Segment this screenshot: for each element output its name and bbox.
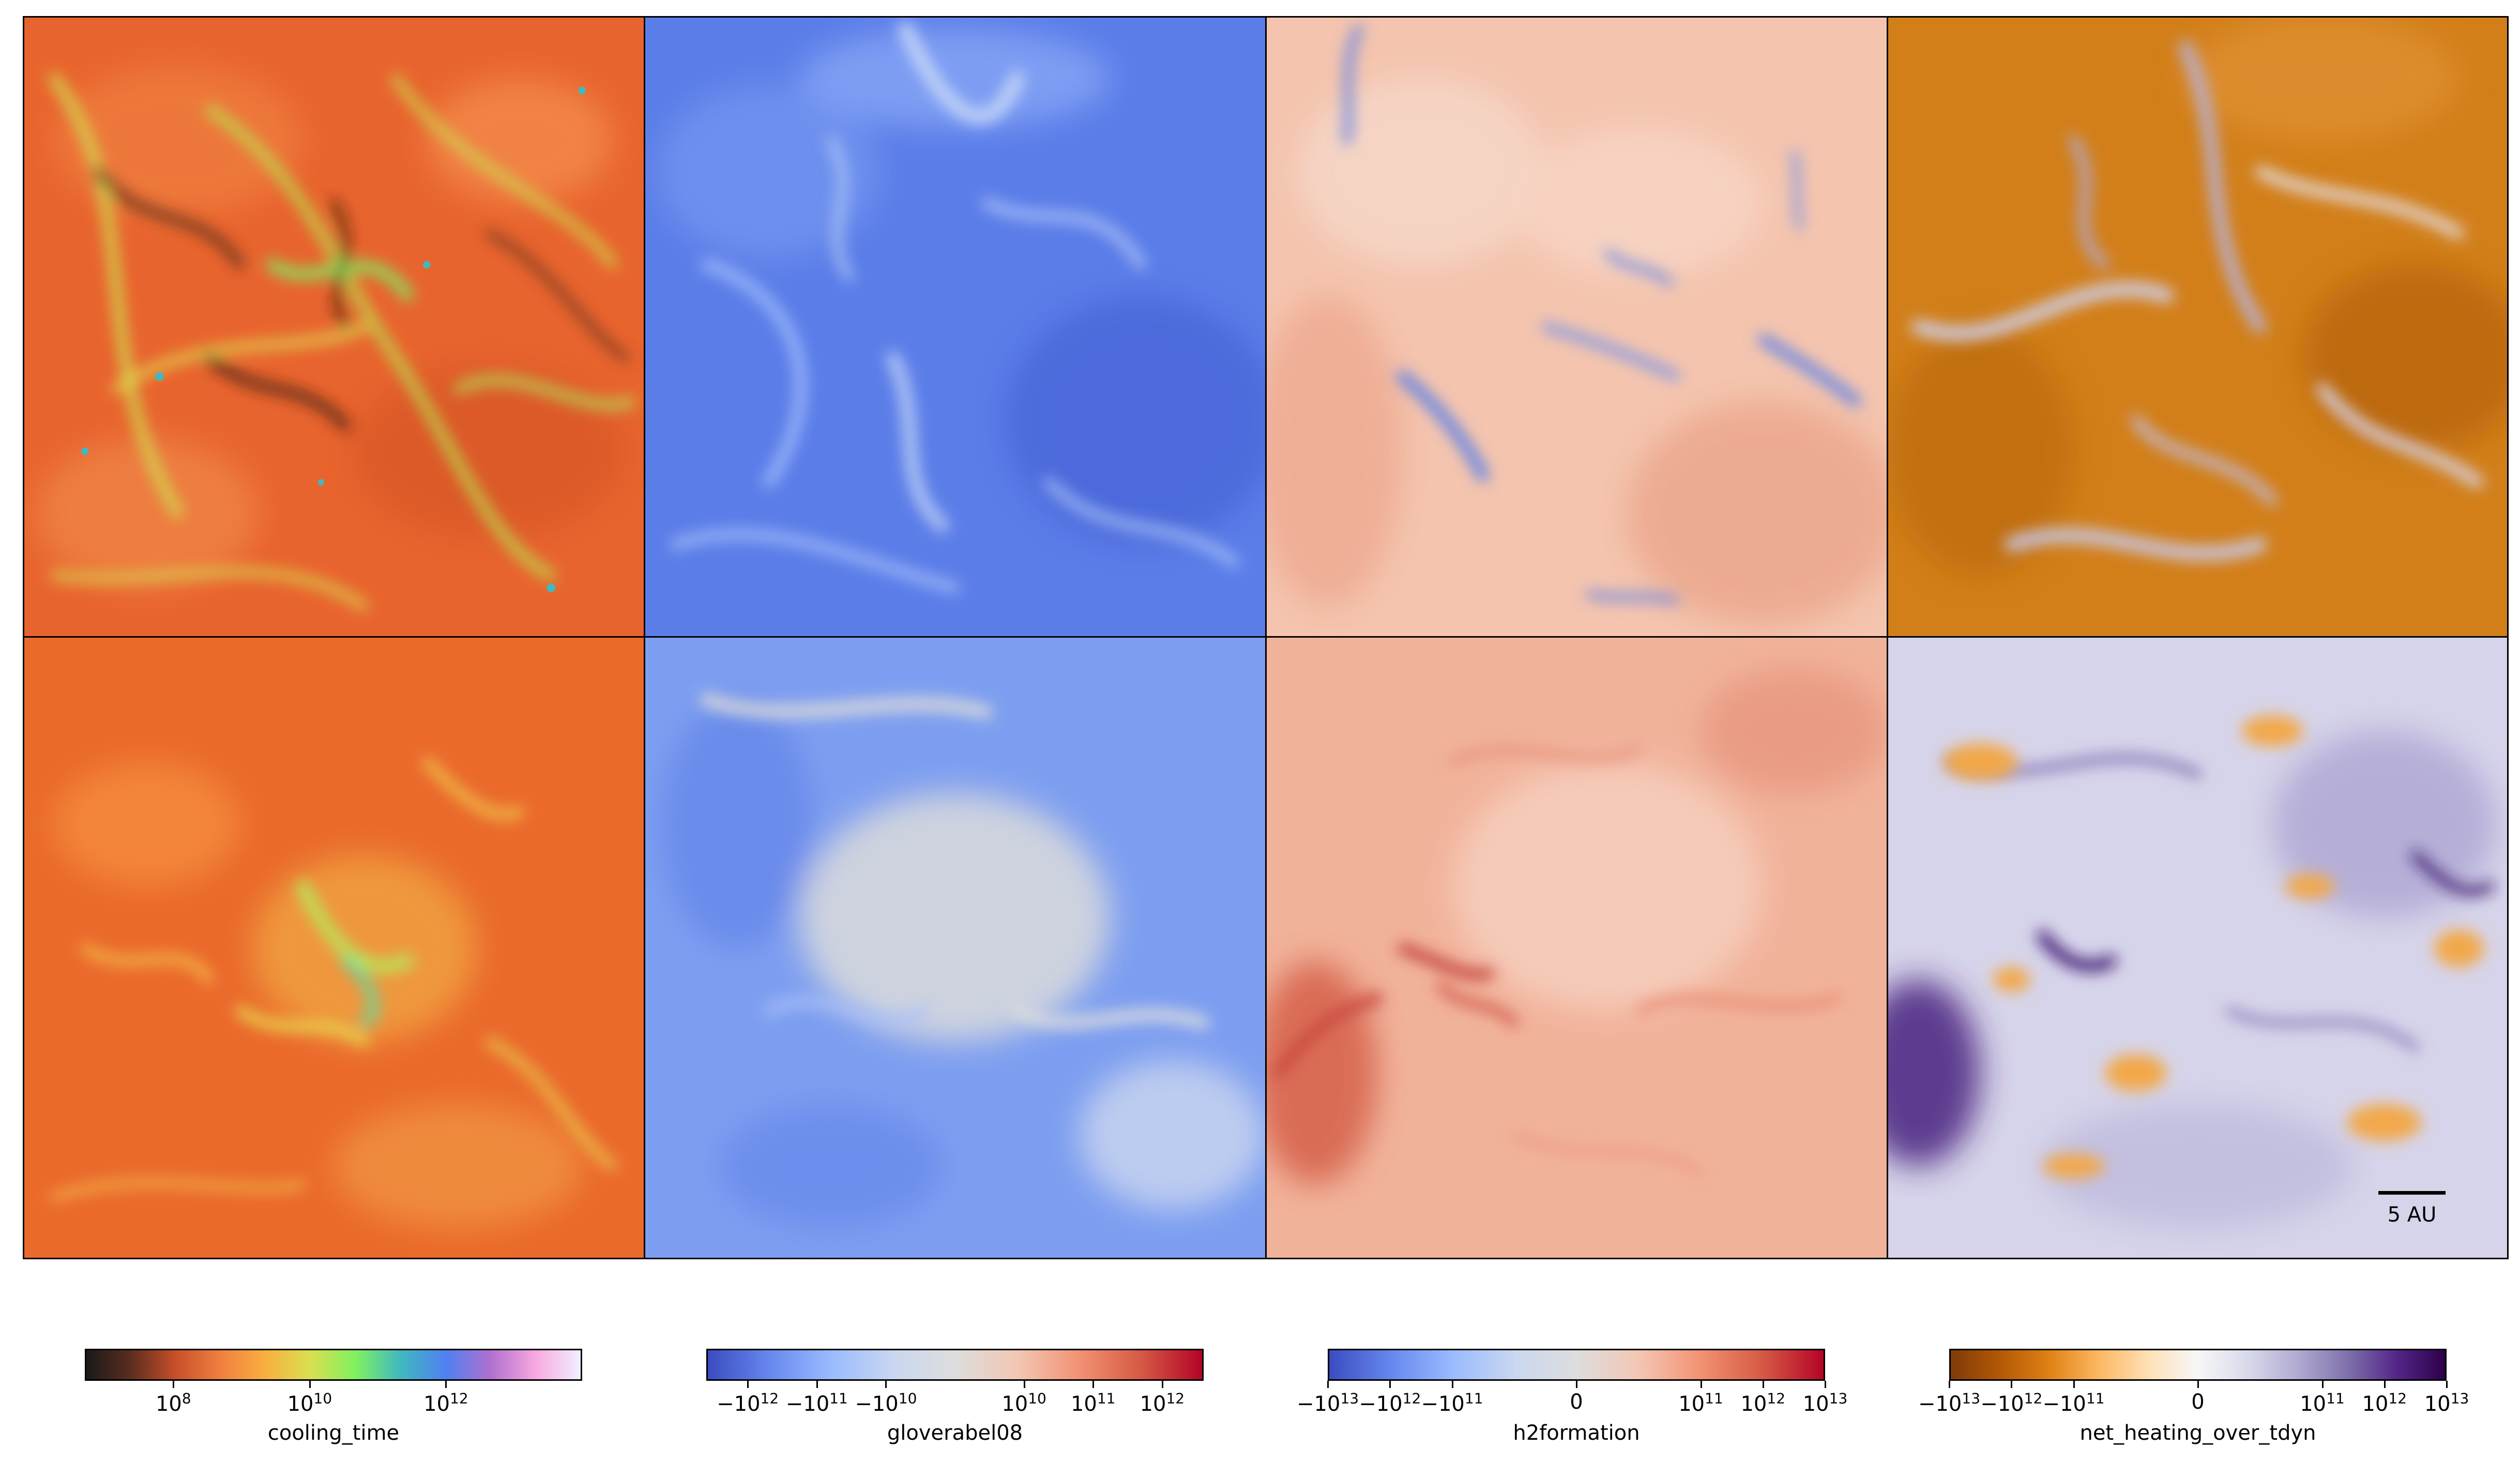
colorbar-tick: [1389, 1381, 1391, 1388]
colorbar-tick: [1092, 1381, 1095, 1388]
colorbar-tick-label: −1011: [1421, 1390, 1483, 1416]
colorbar-title: cooling_time: [267, 1421, 400, 1445]
colorbar-tick-label: 1012: [1140, 1390, 1185, 1416]
heatmap-image: [644, 16, 1266, 638]
colorbar-tick-label: 1012: [2362, 1390, 2407, 1416]
heatmap-image: [644, 638, 1266, 1259]
colorbar-tick-label: −1011: [785, 1390, 848, 1416]
colorbar-cooling-time: [85, 1349, 582, 1381]
panel-divider: [1887, 16, 1888, 1259]
colorbar-tick-label: 1010: [1001, 1390, 1046, 1416]
colorbar-tick: [2011, 1381, 2013, 1388]
scale-bar: [2378, 1191, 2446, 1195]
colorbar-tick-label: 1011: [1678, 1390, 1723, 1416]
colorbar-tick: [1451, 1381, 1453, 1388]
colorbar-tick-label: 1010: [287, 1390, 332, 1416]
colorbar-tick-label: 108: [155, 1390, 191, 1416]
panel-net-heating-top: [1887, 16, 2509, 638]
colorbar-tick-label: −1011: [2042, 1390, 2105, 1416]
colorbar-tick: [1327, 1381, 1329, 1388]
colorbar-tick: [2321, 1381, 2324, 1388]
colorbar-tick-label: 1013: [2424, 1390, 2469, 1416]
colorbar-tick: [2073, 1381, 2075, 1388]
panel-net-heating-bottom: [1887, 638, 2509, 1259]
colorbar-tick: [309, 1381, 311, 1388]
colorbar-gloverabel08: [706, 1349, 1204, 1381]
heatmap-image: [1887, 16, 2509, 638]
colorbar-tick: [2197, 1381, 2199, 1388]
colorbar-tick-label: 1012: [423, 1390, 468, 1416]
colorbar-tick-label: −1012: [1359, 1390, 1421, 1416]
colorbar-tick: [2446, 1381, 2448, 1388]
panel-h2formation-top: [1266, 16, 1887, 638]
panel-divider: [23, 636, 2509, 638]
colorbar-tick: [1825, 1381, 1826, 1388]
colorbar-tick: [1949, 1381, 1950, 1388]
colorbar-tick-label: 1011: [2300, 1390, 2345, 1416]
heatmap-image: [1266, 638, 1887, 1259]
heatmap-image: [1887, 638, 2509, 1259]
colorbar-tick: [1023, 1381, 1025, 1388]
colorbar-tick-label: 1013: [1802, 1390, 1848, 1416]
colorbar-title: gloverabel08: [887, 1421, 1023, 1445]
panel-gloverabel08-bottom: [644, 638, 1266, 1259]
colorbar-tick-label: 1012: [1740, 1390, 1786, 1416]
colorbar-tick: [1161, 1381, 1163, 1388]
panel-cooling-time-bottom: [23, 638, 644, 1259]
heatmap-image: [23, 16, 644, 638]
panel-divider: [644, 16, 645, 1259]
colorbar-net-heating-over-tdyn: [1949, 1349, 2447, 1381]
panel-divider: [1265, 16, 1267, 1259]
colorbar-tick: [747, 1381, 749, 1388]
panel-cooling-time-top: [23, 16, 644, 638]
colorbar-tick-label: 0: [2191, 1390, 2205, 1414]
colorbar-tick: [1700, 1381, 1702, 1388]
colorbar-tick-label: −1010: [855, 1390, 917, 1416]
colorbar-title: net_heating_over_tdyn: [2079, 1421, 2316, 1445]
colorbar-tick: [2384, 1381, 2386, 1388]
colorbar-tick: [816, 1381, 818, 1388]
colorbar-tick: [1762, 1381, 1764, 1388]
panel-gloverabel08-top: [644, 16, 1266, 638]
panel-h2formation-bottom: [1266, 638, 1887, 1259]
colorbar-tick-label: 1011: [1070, 1390, 1116, 1416]
colorbar-tick: [445, 1381, 447, 1388]
colorbar-tick-label: −1013: [1296, 1390, 1359, 1416]
heatmap-image: [1266, 16, 1887, 638]
colorbar-tick-label: −1013: [1918, 1390, 1981, 1416]
heatmap-image: [23, 638, 644, 1259]
colorbar-h2formation: [1328, 1349, 1825, 1381]
colorbar-title: h2formation: [1513, 1421, 1640, 1445]
colorbar-tick-label: 0: [1570, 1390, 1583, 1414]
colorbar-tick-label: −1012: [717, 1390, 779, 1416]
colorbar-tick: [173, 1381, 175, 1388]
scale-bar-label: 5 AU: [2387, 1203, 2437, 1227]
colorbar-tick-label: −1012: [1980, 1390, 2043, 1416]
colorbar-tick: [885, 1381, 887, 1388]
colorbar-tick: [1576, 1381, 1577, 1388]
